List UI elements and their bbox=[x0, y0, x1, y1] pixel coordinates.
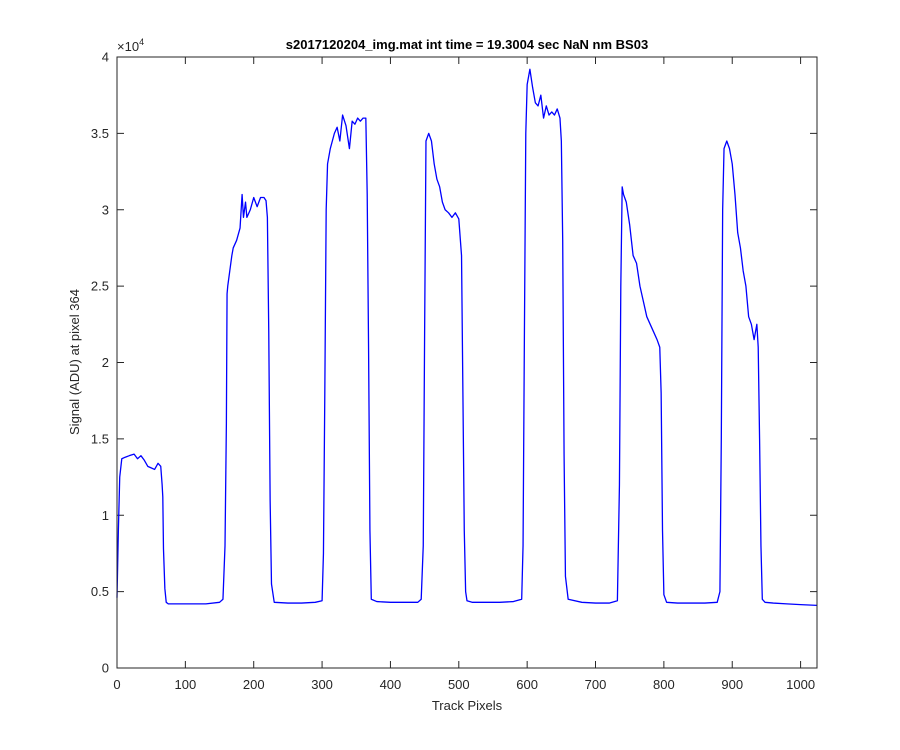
y-tick-label: 2 bbox=[102, 355, 109, 370]
x-tick-label: 200 bbox=[243, 677, 265, 692]
x-tick-label: 500 bbox=[448, 677, 470, 692]
y-tick-label: 3.5 bbox=[91, 126, 109, 141]
plot-area-background bbox=[117, 57, 817, 668]
y-exponent-label: ×104 bbox=[117, 37, 144, 54]
y-tick-label: 1 bbox=[102, 508, 109, 523]
x-tick-label: 300 bbox=[311, 677, 333, 692]
y-tick-label: 4 bbox=[102, 50, 109, 65]
y-exponent-base: ×10 bbox=[117, 39, 139, 54]
chart-title: s2017120204_img.mat int time = 19.3004 s… bbox=[286, 37, 648, 52]
y-tick-label: 0 bbox=[102, 661, 109, 676]
x-tick-label: 900 bbox=[721, 677, 743, 692]
x-tick-label: 400 bbox=[380, 677, 402, 692]
y-tick-label: 0.5 bbox=[91, 584, 109, 599]
x-tick-label: 700 bbox=[585, 677, 607, 692]
signal-series-line bbox=[116, 68, 818, 607]
y-ticks: 0 0.5 1 1.5 2 2.5 3 3.5 4 bbox=[91, 50, 817, 676]
y-axis-label: Signal (ADU) at pixel 364 bbox=[67, 289, 82, 435]
x-tick-label: 600 bbox=[516, 677, 538, 692]
y-tick-label: 3 bbox=[102, 202, 109, 217]
y-exponent-power: 4 bbox=[139, 37, 144, 47]
x-tick-label: 100 bbox=[175, 677, 197, 692]
plot-area-border bbox=[116, 56, 818, 669]
y-tick-label: 2.5 bbox=[91, 279, 109, 294]
x-tick-label: 1000 bbox=[786, 677, 815, 692]
x-tick-label: 800 bbox=[653, 677, 675, 692]
x-ticks: 0 100 200 300 400 500 600 700 800 900 1000 bbox=[113, 57, 815, 692]
y-tick-label: 1.5 bbox=[91, 431, 109, 446]
x-tick-label: 0 bbox=[113, 677, 120, 692]
x-axis-label: Track Pixels bbox=[432, 698, 503, 713]
